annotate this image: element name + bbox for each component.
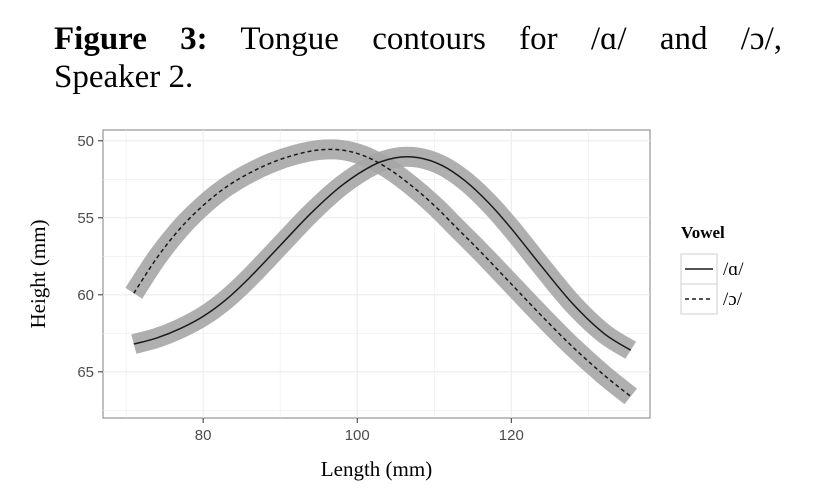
y-axis-title: Height (mm): [26, 219, 50, 328]
y-tick-label: 65: [77, 364, 94, 381]
series-line-1: [133, 156, 632, 351]
caption-text: Tongue contours for /ɑ/ and /ɔ/,: [240, 21, 782, 57]
y-axis: 50 55 60 65: [77, 133, 103, 381]
x-axis-title: Length (mm): [321, 457, 432, 481]
legend-title: Vowel: [681, 223, 725, 242]
y-tick-label: 60: [77, 287, 94, 304]
legend-label: /ɑ/: [723, 259, 744, 280]
x-tick-label: 120: [499, 427, 524, 444]
y-tick-label: 55: [77, 210, 94, 227]
x-tick-label: 80: [195, 427, 212, 444]
x-axis: 80 100 120: [195, 418, 524, 444]
y-tick-label: 50: [77, 133, 94, 150]
figure-label: Figure 3:: [54, 21, 208, 57]
caption-text-line2: Speaker 2.: [54, 59, 194, 95]
series-line-2: [133, 148, 632, 398]
legend: Vowel /ɑ/ /ɔ/: [680, 223, 744, 315]
figure-caption: Figure 3: Tongue contours for /ɑ/ and /ɔ…: [54, 20, 782, 58]
major-gridlines: [103, 130, 650, 418]
x-tick-label: 100: [345, 427, 370, 444]
legend-label: /ɔ/: [723, 289, 743, 310]
series-lines: [133, 148, 632, 398]
